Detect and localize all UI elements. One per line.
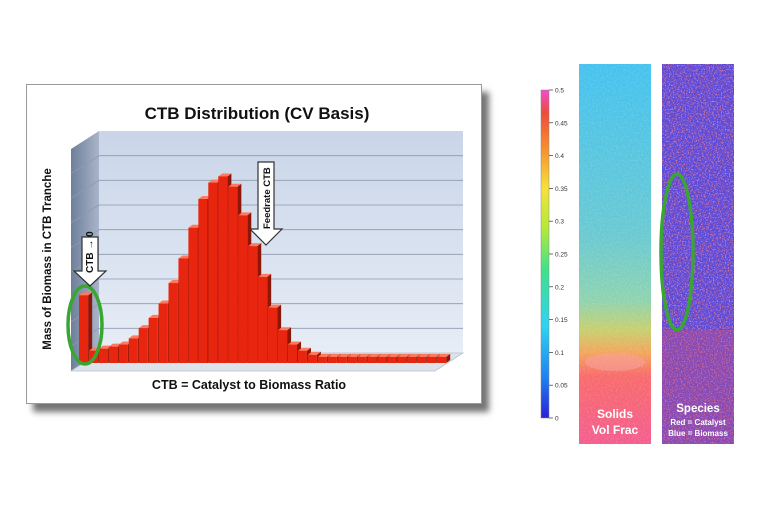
ctb-chart: CTB Distribution (CV Basis) CTB → 0 Feed… — [42, 104, 465, 392]
colorbar-tick-label: 0.1 — [555, 350, 564, 357]
colorbar-tick-label: 0.15 — [555, 317, 568, 324]
gridlines — [70, 155, 463, 347]
bar — [79, 292, 93, 363]
species-label-line2: Red = Catalyst — [670, 418, 726, 427]
colorbar-tick-label: 0.25 — [555, 252, 568, 259]
species-label-line3: Blue = Biomass — [668, 429, 728, 438]
colorbar-tick-label: 0.05 — [555, 383, 568, 390]
colorbar-tick-label: 0.35 — [555, 186, 568, 193]
colorbar-ticks: 0.5 0.45 0.4 0.35 0.3 0.25 0.2 0.15 0.1 0.05 0 — [549, 88, 568, 423]
species-catalyst-speckle — [662, 64, 734, 444]
colorbar-tick-label: 0.4 — [555, 153, 564, 160]
colorbar-tick-label: 0.3 — [555, 219, 564, 226]
species-label-title: Species — [676, 403, 719, 415]
species-dense-bottom — [662, 330, 734, 444]
feedrate-ctb-callout: Feedrate CTB — [248, 161, 284, 246]
chart-title: CTB Distribution (CV Basis) — [145, 104, 370, 123]
gridline — [70, 155, 100, 175]
colorbar-tick-label: 0 — [555, 416, 559, 423]
bar-series — [79, 173, 451, 363]
ctb-zero-label: CTB → 0 — [85, 231, 96, 273]
species-biomass-highlight — [659, 172, 695, 332]
bar — [437, 353, 451, 363]
colorbar — [540, 89, 550, 419]
ctb-chart-panel: CTB Distribution (CV Basis) CTB → 0 Feed… — [26, 84, 482, 404]
x-axis-label: CTB = Catalyst to Biomass Ratio — [152, 378, 347, 392]
solids-label-line1: Solids — [597, 407, 633, 421]
colorbar-tick-label: 0.2 — [555, 284, 564, 291]
colorbar-tick-label: 0.5 — [555, 88, 564, 95]
gridline — [70, 204, 100, 224]
ctb-zero-highlight — [66, 284, 104, 366]
ctb-zero-callout: CTB → 0 — [72, 231, 108, 287]
solids-interface — [585, 353, 645, 371]
gridline — [70, 179, 100, 199]
colorbar-tick-label: 0.45 — [555, 120, 568, 127]
feedrate-ctb-label: Feedrate CTB — [262, 167, 273, 229]
solids-label-line2: Vol Frac — [592, 423, 639, 437]
y-axis-label: Mass of Biomass in CTB Tranche — [42, 168, 54, 350]
solids-vol-frac-texture — [579, 64, 651, 444]
